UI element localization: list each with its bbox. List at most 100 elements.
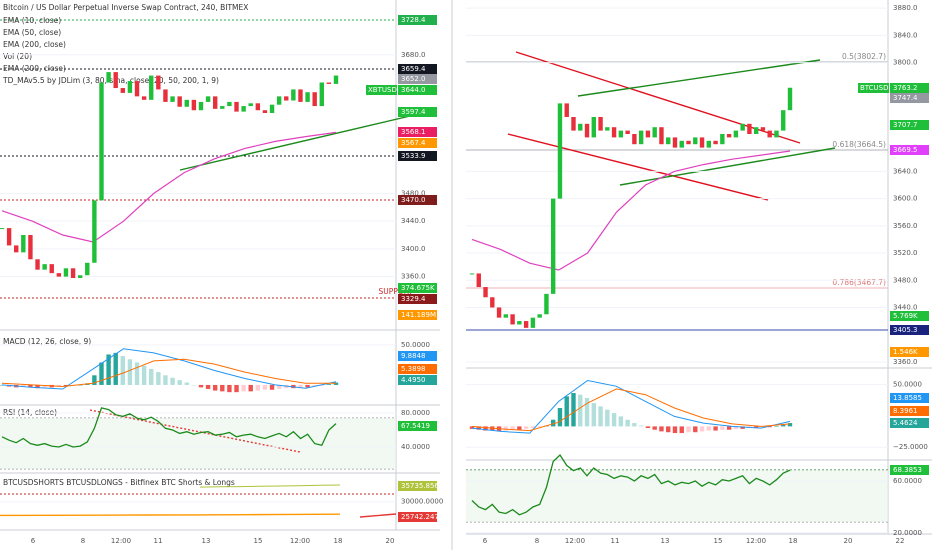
price-tag: 141.189M: [401, 311, 436, 319]
candle: [205, 96, 211, 102]
price-tag-bg: [398, 310, 437, 320]
macd-line: [471, 379, 791, 434]
symbol-tag: BTCUSD: [860, 84, 889, 92]
rsi-fill: [0, 418, 396, 469]
candle: [305, 92, 310, 102]
macd-bar: [666, 426, 671, 433]
candle: [85, 262, 90, 276]
macd-bar: [760, 426, 766, 428]
macd-bar: [503, 426, 509, 431]
price-tag-bg: [890, 311, 929, 321]
macd-bar: [21, 384, 26, 387]
macd-bar: [141, 365, 147, 385]
candle: [170, 96, 175, 102]
candle: [177, 96, 182, 107]
candle: [753, 127, 759, 135]
macd-bar: [659, 426, 664, 432]
price-tag-bg: [890, 406, 929, 416]
candle: [760, 127, 766, 131]
price-tag: 68.3853: [893, 466, 922, 474]
candle: [638, 130, 644, 145]
x-tick-label: 13: [202, 537, 211, 545]
candle: [523, 321, 529, 328]
price-tag: 5.769K: [893, 312, 918, 320]
y-tick-label: 20.0000: [893, 529, 922, 537]
candle: [77, 275, 83, 279]
x-tick-label: 22: [896, 537, 905, 545]
price-tag-bg: [890, 418, 929, 428]
price-tag-bg: [398, 364, 437, 374]
shorts-line: [199, 484, 341, 488]
price-tag-bg: [398, 107, 437, 117]
macd-bar: [255, 384, 261, 391]
macd-bar: [767, 426, 772, 428]
candle: [537, 314, 542, 318]
macd-bar: [184, 382, 189, 385]
price-tag-bg: [890, 325, 929, 335]
macd-bar: [530, 426, 536, 429]
price-tag-bg: [398, 74, 437, 84]
macd-bar: [269, 384, 275, 390]
macd-bar: [537, 426, 542, 428]
x-tick-label: 20: [844, 537, 853, 545]
candle: [21, 235, 26, 253]
macd-bar: [618, 416, 624, 427]
candle: [241, 106, 246, 112]
price-tag: 1.546K: [893, 348, 918, 356]
y-tick-label: 50.0000: [893, 381, 922, 389]
price-tag-bg: [398, 151, 437, 161]
y-tick-label: 3520.0: [893, 249, 918, 257]
candle: [733, 130, 739, 138]
candle: [184, 99, 189, 107]
macd-bar: [686, 426, 691, 433]
y-tick-label: 3360.0: [401, 273, 426, 281]
macd-bar: [205, 384, 211, 389]
legend-entry: EMA (200, close): [3, 40, 66, 49]
fib-label: 0.618(3664.5): [832, 140, 886, 149]
macd-bar: [149, 368, 154, 385]
candle: [713, 140, 718, 145]
fib-lines: [466, 61, 888, 331]
candle: [781, 110, 786, 131]
price-tag: 3597.4: [401, 108, 426, 116]
price-tag-bg: [398, 85, 437, 95]
macd-bar: [774, 426, 779, 427]
x-tick-label: 12:00: [746, 537, 766, 545]
price-tag: 3470.0: [401, 196, 426, 204]
candle: [120, 88, 126, 93]
candle: [672, 137, 678, 148]
macd-bar: [591, 403, 596, 427]
legend-entry: Vol (20): [3, 52, 32, 61]
macd-bar: [652, 426, 657, 430]
trendline: [577, 59, 821, 97]
macd-bar: [220, 384, 225, 392]
price-tag-bg: [398, 481, 437, 491]
candle: [598, 116, 603, 131]
candle: [28, 235, 33, 260]
macd-bar: [42, 384, 47, 388]
candle: [544, 293, 549, 315]
candle: [99, 82, 104, 201]
price-tag: 374.675K: [401, 284, 435, 292]
macd-bar: [699, 426, 705, 432]
legend-entry: EMA (200, close): [3, 64, 66, 73]
macd-bar: [198, 384, 204, 388]
macd-bar: [578, 394, 583, 427]
candle: [134, 81, 140, 97]
macd-bar: [605, 409, 610, 427]
candle: [269, 104, 275, 114]
candle: [319, 82, 324, 107]
x-tick-label: 6: [483, 537, 488, 545]
candle: [659, 127, 664, 145]
macd-bar: [693, 426, 698, 433]
macd-bar: [120, 356, 126, 385]
price-tag-bg: [398, 15, 437, 25]
candle: [564, 103, 569, 117]
legend-entry: EMA (10, close): [3, 16, 61, 25]
candle: [191, 99, 197, 111]
y-tick-label: 60.0000: [893, 477, 922, 485]
trendline: [515, 51, 801, 144]
macd-bar: [35, 384, 40, 389]
candle: [503, 314, 509, 318]
